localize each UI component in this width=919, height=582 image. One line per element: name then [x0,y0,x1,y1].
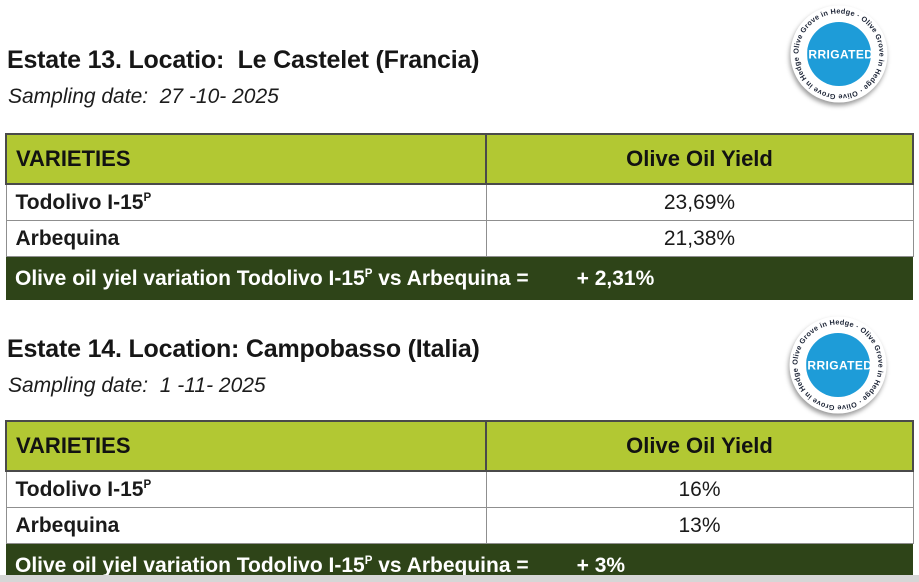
variety-name: Arbequina [15,513,120,537]
variation-label-superscript: P [364,554,373,567]
varieties-column-header: VARIETIES [5,133,487,185]
variety-superscript: P [143,191,152,204]
variety-cell: Arbequina [5,507,487,544]
table-row: Arbequina 13% [5,507,914,544]
variation-value: + 3% [576,553,626,577]
estate-13-sampling-date: Sampling date: 27 -10- 2025 [8,85,279,108]
estate-14-yield-table: VARIETIES Olive Oil Yield Todolivo I-15P… [5,420,914,582]
oil-yield-column-header: Olive Oil Yield [485,133,914,185]
table-footer-row: Olive oil yiel variation Todolivo I-15P … [6,256,913,300]
estate-13-yield-table: VARIETIES Olive Oil Yield Todolivo I-15P… [5,133,914,300]
badge-label: IRRIGATED [804,359,873,373]
table-header-row: VARIETIES Olive Oil Yield [5,420,914,472]
irrigated-badge: Olive Grove in Hedge · Olive Grove in He… [788,0,889,104]
cutoff-next-element-strip [0,575,919,582]
variation-label-superscript: P [364,267,373,280]
variety-superscript: P [143,478,152,491]
yield-value-cell: 16% [485,470,914,508]
table-row: Todolivo I-15P 16% [5,470,914,508]
variation-label-rest: vs Arbequina = [372,266,529,290]
varieties-column-header: VARIETIES [5,420,487,472]
variation-label: Olive oil yiel variation Todolivo I-15 [15,553,365,577]
table-header-row: VARIETIES Olive Oil Yield [5,133,914,185]
estate-14-sampling-date: Sampling date: 1 -11- 2025 [8,374,266,397]
variation-label-rest: vs Arbequina = [372,553,529,577]
irrigated-stamp-icon: Olive Grove in Hedge · Olive Grove in He… [788,0,888,103]
estate-13-title: Estate 13. Locatio: Le Castelet (Francia… [7,46,480,74]
yield-value-cell: 13% [485,507,914,544]
variation-label: Olive oil yiel variation Todolivo I-15 [15,266,365,290]
variety-cell: Todolivo I-15P [5,470,487,508]
table-row: Arbequina 21,38% [5,220,914,257]
yield-value-cell: 21,38% [485,220,914,257]
variation-summary-cell: Olive oil yiel variation Todolivo I-15P … [6,256,913,300]
yield-value-cell: 23,69% [485,183,914,221]
irrigated-stamp-icon: Olive Grove in Hedge · Olive Grove in He… [787,308,887,414]
variety-cell: Todolivo I-15P [5,183,487,221]
badge-label: IRRIGATED [805,48,874,62]
estate-14-title: Estate 14. Location: Campobasso (Italia) [7,335,480,363]
irrigated-badge: Olive Grove in Hedge · Olive Grove in He… [787,308,888,415]
variety-name: Todolivo I-15 [15,477,144,501]
variety-name: Todolivo I-15 [15,190,144,214]
variety-name: Arbequina [15,226,120,250]
table-row: Todolivo I-15P 23,69% [5,183,914,221]
oil-yield-column-header: Olive Oil Yield [485,420,914,472]
variety-cell: Arbequina [5,220,487,257]
variation-value: + 2,31% [576,266,655,290]
